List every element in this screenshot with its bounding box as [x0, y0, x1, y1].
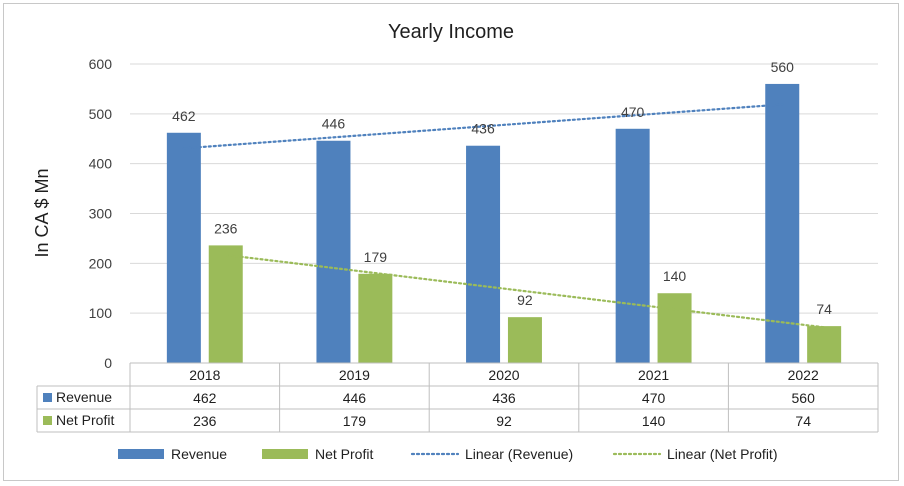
bar-revenue — [316, 140, 351, 363]
table-value: 560 — [792, 390, 816, 406]
trendline — [224, 253, 826, 329]
legend-key — [118, 449, 164, 459]
legend-label: Revenue — [171, 446, 227, 462]
data-label: 74 — [816, 301, 832, 317]
bar-revenue — [166, 132, 201, 363]
data-label: 470 — [621, 104, 645, 120]
y-tick-label: 500 — [89, 106, 113, 122]
table-legend-key — [43, 393, 52, 402]
data-label: 560 — [771, 59, 795, 75]
trendlines-group — [182, 103, 826, 329]
data-table: 2018 2019 2020 2021 2022 Revenue 462 446 436 470 5… — [36, 362, 879, 433]
y-axis-label: In CA $ Mn — [32, 168, 52, 257]
table-category: 2020 — [488, 367, 519, 383]
table-value: 74 — [795, 413, 811, 429]
y-tick-label: 0 — [104, 355, 112, 371]
bar-net-profit — [208, 245, 243, 363]
bar-net-profit — [507, 317, 542, 363]
data-label: 446 — [322, 116, 346, 132]
data-label: 436 — [471, 121, 495, 137]
y-tick-label: 200 — [89, 255, 113, 271]
y-tick-label: 100 — [89, 305, 113, 321]
legend-label: Linear (Revenue) — [465, 446, 573, 462]
chart-frame — [3, 3, 899, 481]
table-value: 470 — [642, 390, 666, 406]
legend-label: Linear (Net Profit) — [667, 446, 777, 462]
bar-net-profit — [807, 326, 842, 363]
legend-key — [262, 449, 308, 459]
table-value: 436 — [492, 390, 516, 406]
y-tick-label: 300 — [89, 206, 113, 222]
legend: Revenue Net Profit Linear (Revenue) Linear … — [118, 446, 777, 462]
data-label: 140 — [663, 268, 687, 284]
legend-label: Net Profit — [315, 446, 373, 462]
data-label: 236 — [214, 220, 238, 236]
data-labels-group: 462 446 436 470 560 236 179 92 140 74 — [172, 59, 832, 317]
y-axis-ticks: 0 100 200 300 400 500 600 — [89, 56, 113, 371]
table-category: 2018 — [189, 367, 220, 383]
data-label: 462 — [172, 108, 196, 124]
table-value: 462 — [193, 390, 217, 406]
table-series-name: Net Profit — [56, 412, 114, 428]
trendline — [182, 103, 784, 150]
table-category: 2019 — [339, 367, 370, 383]
table-value: 179 — [343, 413, 367, 429]
bar-net-profit — [657, 293, 692, 363]
data-label: 179 — [364, 249, 388, 265]
bar-net-profit — [358, 273, 393, 363]
y-tick-label: 400 — [89, 156, 113, 172]
bar-revenue — [765, 83, 800, 363]
table-legend-key — [43, 416, 52, 425]
y-tick-label: 600 — [89, 56, 113, 72]
table-series-name: Revenue — [56, 389, 112, 405]
chart-title: Yearly Income — [388, 21, 514, 43]
table-value: 140 — [642, 413, 666, 429]
bars-group — [166, 83, 842, 363]
bar-revenue — [466, 145, 501, 363]
table-category: 2021 — [638, 367, 669, 383]
table-value: 92 — [496, 413, 512, 429]
table-value: 236 — [193, 413, 217, 429]
bar-revenue — [615, 128, 650, 363]
table-category: 2022 — [788, 367, 819, 383]
data-label: 92 — [517, 292, 533, 308]
table-value: 446 — [343, 390, 367, 406]
